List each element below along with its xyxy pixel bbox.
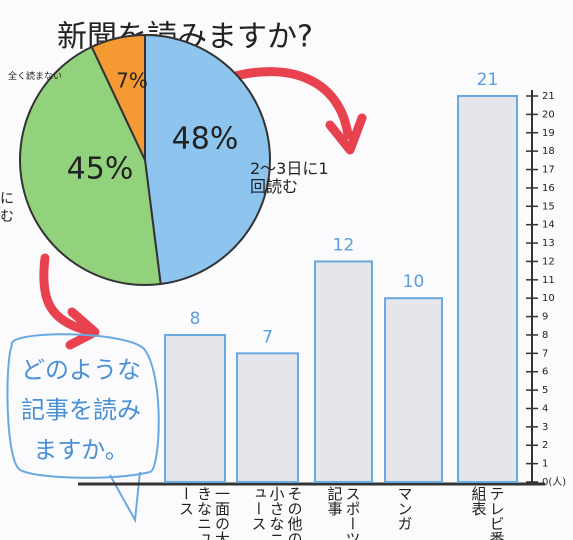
- y-tick-label: 18: [542, 146, 555, 157]
- value-label: 12: [333, 235, 355, 255]
- arrow-head: [325, 113, 367, 155]
- annotation: どのような記事を読みますか。: [21, 356, 141, 464]
- y-tick-label: 17: [542, 165, 555, 176]
- x-tick-label: テレビ番組表: [469, 486, 506, 540]
- pie-slice: [19, 45, 162, 286]
- arrow-head: [65, 307, 100, 350]
- y-tick-label: 1: [542, 459, 548, 470]
- x-tick-label: スポーツ記事: [325, 486, 362, 540]
- arrow: [223, 67, 353, 140]
- value-label: 10: [403, 272, 425, 292]
- slice-label: 45%: [67, 152, 134, 187]
- bar: [236, 352, 299, 484]
- y-tick-label: 12: [542, 256, 555, 267]
- slice-label: 7%: [116, 69, 148, 93]
- y-tick-label: 11: [542, 275, 555, 286]
- bar: [457, 95, 518, 483]
- category-label: 2〜3日に1回読む: [250, 160, 329, 196]
- bar: [314, 260, 373, 483]
- value-label: 21: [477, 70, 499, 90]
- y-tick-label: 21: [542, 91, 555, 102]
- category-label: 聞に読む: [0, 191, 14, 225]
- speech-bubble: [6, 333, 160, 524]
- y-tick-label: 2: [542, 440, 548, 451]
- y-tick-label: 0(人): [542, 476, 566, 488]
- x-tick-label: 一面の大きなニュース: [177, 486, 231, 540]
- pie-slice: [144, 33, 271, 286]
- y-tick-label: 7: [542, 348, 548, 359]
- x-tick-label: その他の小さなニュース: [249, 486, 304, 540]
- value-label: 8: [190, 309, 201, 329]
- y-tick-label: 3: [542, 422, 548, 433]
- x-tick-label: マンガ: [395, 486, 414, 531]
- bar: [164, 333, 226, 484]
- category-label: 全く読まない: [8, 72, 63, 82]
- y-tick-label: 4: [542, 403, 548, 414]
- y-tick-label: 6: [542, 367, 548, 378]
- bar: [384, 297, 443, 484]
- y-tick-label: 13: [542, 238, 555, 249]
- slice-label: 48%: [172, 122, 239, 157]
- value-label: 7: [262, 327, 273, 347]
- y-tick-label: 5: [542, 385, 548, 396]
- arrow: [39, 253, 90, 335]
- y-tick-label: 10: [542, 293, 555, 304]
- y-tick-label: 9: [542, 312, 548, 323]
- y-tick-label: 14: [542, 220, 555, 231]
- y-tick-label: 19: [542, 128, 555, 139]
- y-tick-label: 15: [542, 201, 555, 212]
- y-tick-label: 20: [542, 109, 555, 120]
- pie-slice: [90, 33, 146, 161]
- y-tick-label: 8: [542, 330, 548, 341]
- y-tick-label: 16: [542, 183, 555, 194]
